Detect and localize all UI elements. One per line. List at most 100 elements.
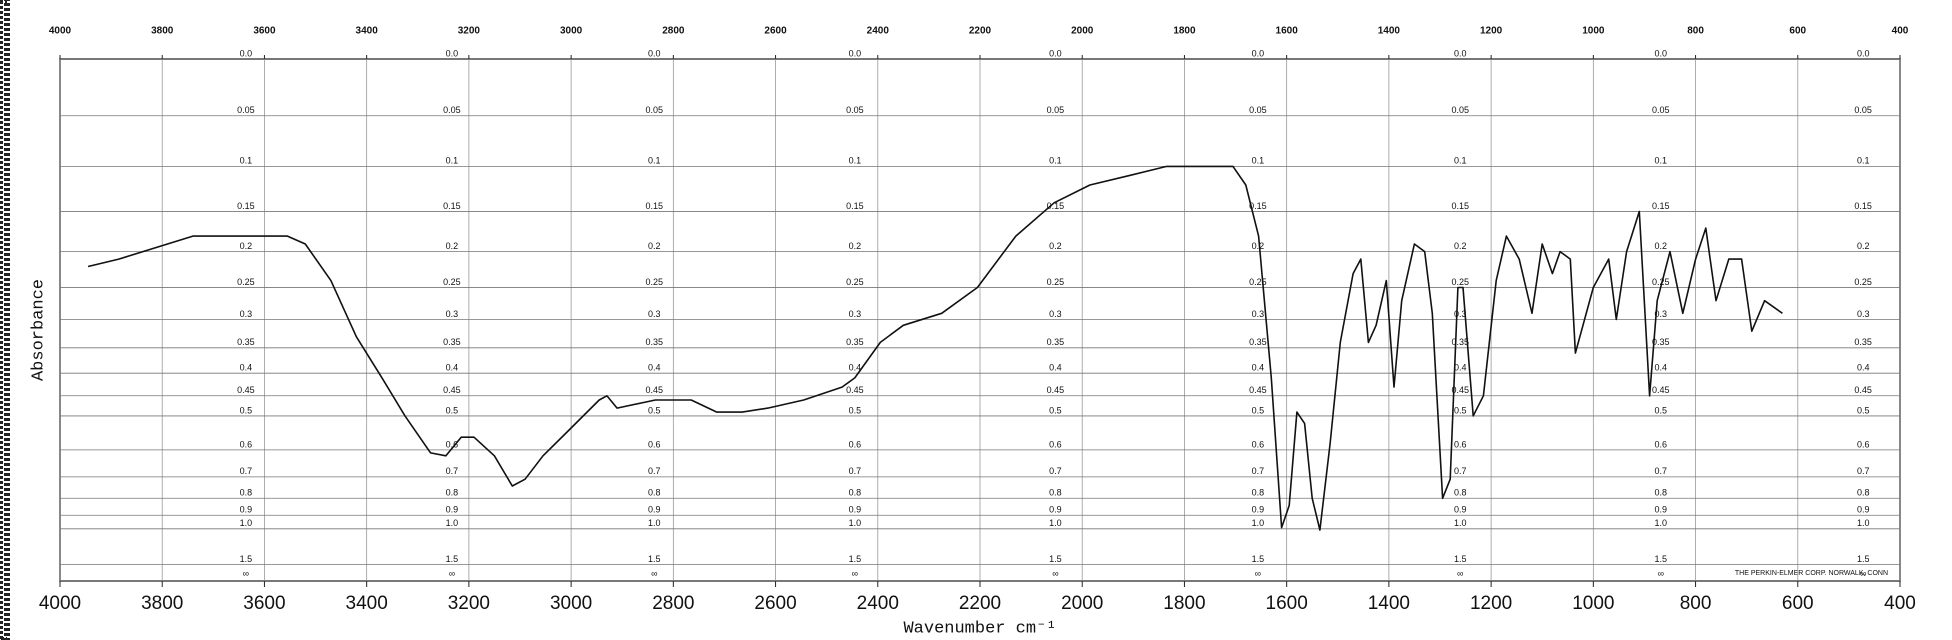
y-tick-label: 0.45 xyxy=(237,385,255,395)
y-tick-label: 0.5 xyxy=(1454,405,1467,415)
x2-tick-label: 1200 xyxy=(1480,26,1503,37)
y-tick-label: 0.2 xyxy=(1857,241,1870,251)
y-tick-label: 0.6 xyxy=(1655,439,1668,449)
spectrum-line xyxy=(87,165,1783,531)
y-tick-label: 0.7 xyxy=(1655,466,1668,476)
scan-edge xyxy=(0,0,10,640)
x-tick-label: 3800 xyxy=(141,593,183,614)
y-tick-label: 0.5 xyxy=(1252,405,1265,415)
y-tick-label: 0.8 xyxy=(240,488,253,498)
y-tick-label: 0.4 xyxy=(240,363,253,373)
y-tick-label: 0.35 xyxy=(646,337,664,347)
x2-tick-label: 2800 xyxy=(662,26,685,37)
y-tick-label: 0.4 xyxy=(1252,363,1265,373)
y-tick-label: 0.5 xyxy=(1857,405,1870,415)
y-tick-label: 0.6 xyxy=(1049,439,1062,449)
y-tick-label: 0.6 xyxy=(1252,439,1265,449)
y-tick-label: 0.45 xyxy=(1854,385,1872,395)
x2-tick-label: 3200 xyxy=(458,26,481,37)
y-tick-label: 0.3 xyxy=(1049,309,1062,319)
y-tick-label: 0.8 xyxy=(849,488,862,498)
y-tick-label: 0.4 xyxy=(1454,363,1467,373)
y-tick-label: 0.5 xyxy=(446,405,459,415)
y-tick-label: 0.15 xyxy=(1451,201,1469,211)
y-tick-label: 0.8 xyxy=(648,488,661,498)
y-tick-label: 1.5 xyxy=(1857,554,1870,564)
x2-tick-label: 3800 xyxy=(151,26,174,37)
x-tick-label: 1200 xyxy=(1470,593,1512,614)
y-tick-label: 0.3 xyxy=(1857,309,1870,319)
y-tick-label: 0.5 xyxy=(240,405,253,415)
y-tick-label: 0.45 xyxy=(1451,385,1469,395)
y-tick-label: 0.3 xyxy=(446,309,459,319)
y-tick-label: 0.25 xyxy=(646,277,664,287)
y-tick-label: 0.05 xyxy=(1249,105,1267,115)
x2-tick-label: 3600 xyxy=(253,26,276,37)
y-tick-label: 0.5 xyxy=(849,405,862,415)
y-tick-label: 0.3 xyxy=(648,309,661,319)
y-tick-label: 0.0 xyxy=(1454,48,1467,58)
y-tick-label: 0.05 xyxy=(443,105,461,115)
y-tick-label: 0.2 xyxy=(1049,241,1062,251)
y-tick-label: 0.1 xyxy=(1252,156,1265,166)
y-tick-label: 0.4 xyxy=(648,363,661,373)
x2-tick-label: 2600 xyxy=(764,26,787,37)
x-axis-label: Wavenumber cm⁻¹ xyxy=(903,619,1056,638)
x2-tick-label: 1400 xyxy=(1378,26,1401,37)
y-tick-label: ∞ xyxy=(449,568,455,578)
y-tick-label: 0.45 xyxy=(646,385,664,395)
y-tick-label: 0.45 xyxy=(1249,385,1267,395)
annotation: THE PERKIN-ELMER CORP. NORWALK, CONN xyxy=(1735,570,1888,577)
x-tick-label: 600 xyxy=(1782,593,1814,614)
x2-tick-label: 1600 xyxy=(1276,26,1299,37)
y-tick-label: 0.15 xyxy=(443,201,461,211)
x-tick-label: 2400 xyxy=(857,593,899,614)
y-tick-label: 0.2 xyxy=(1252,241,1265,251)
y-tick-label: 0.0 xyxy=(849,48,862,58)
x-tick-label: 4000 xyxy=(39,593,81,614)
x-tick-label: 400 xyxy=(1884,593,1916,614)
y-tick-label: 0.05 xyxy=(1451,105,1469,115)
y-tick-label: 0.25 xyxy=(443,277,461,287)
y-tick-label: 0.7 xyxy=(446,466,459,476)
y-tick-label: 0.3 xyxy=(240,309,253,319)
y-tick-label: 0.5 xyxy=(1049,405,1062,415)
y-tick-label: 0.25 xyxy=(846,277,864,287)
y-tick-label: 0.45 xyxy=(1047,385,1065,395)
x2-tick-label: 1800 xyxy=(1173,26,1196,37)
x2-tick-label: 400 xyxy=(1892,26,1909,37)
y-tick-label: 0.9 xyxy=(1857,505,1870,515)
y-tick-label: 1.5 xyxy=(648,554,661,564)
y-tick-label: 0.4 xyxy=(1655,363,1668,373)
y-tick-label: 0.3 xyxy=(1252,309,1265,319)
y-tick-label: 1.0 xyxy=(1049,518,1062,528)
y-tick-label: 0.1 xyxy=(240,156,253,166)
y-tick-label: 0.15 xyxy=(1652,201,1670,211)
x-tick-label: 1800 xyxy=(1163,593,1205,614)
y-tick-label: 0.4 xyxy=(849,363,862,373)
y-tick-label: 0.35 xyxy=(1854,337,1872,347)
y-tick-label: 0.1 xyxy=(1857,156,1870,166)
y-tick-label: 0.8 xyxy=(446,488,459,498)
y-tick-label: 1.5 xyxy=(1049,554,1062,564)
y-tick-label: 0.0 xyxy=(1252,48,1265,58)
y-tick-label: 0.0 xyxy=(446,48,459,58)
y-tick-label: 1.5 xyxy=(1252,554,1265,564)
y-tick-label: 0.45 xyxy=(1652,385,1670,395)
y-tick-label: 0.05 xyxy=(1854,105,1872,115)
y-tick-label: 0.1 xyxy=(849,156,862,166)
y-tick-label: 0.15 xyxy=(646,201,664,211)
y-tick-label: 0.0 xyxy=(1655,48,1668,58)
y-tick-label: 1.0 xyxy=(648,518,661,528)
y-tick-label: 0.1 xyxy=(446,156,459,166)
y-tick-label: 0.6 xyxy=(240,439,253,449)
y-tick-label: 0.15 xyxy=(237,201,255,211)
y-tick-label: 0.8 xyxy=(1049,488,1062,498)
y-tick-label: 0.5 xyxy=(648,405,661,415)
x2-tick-label: 2200 xyxy=(969,26,992,37)
y-tick-label: 0.9 xyxy=(240,505,253,515)
x2-tick-label: 800 xyxy=(1687,26,1704,37)
y-tick-label: 0.25 xyxy=(237,277,255,287)
y-tick-label: 1.5 xyxy=(1655,554,1668,564)
